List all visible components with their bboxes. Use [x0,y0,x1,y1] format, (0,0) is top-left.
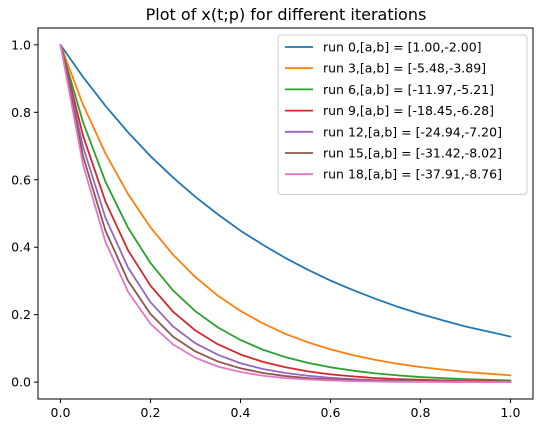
legend-label: run 3,[a,b] = [-5.48,-3.89] [323,61,486,76]
y-tick-label: 0.2 [11,307,31,322]
y-tick-label: 0.8 [11,105,31,120]
series-line-3 [59,43,512,383]
x-tick-label: 0.4 [231,405,251,420]
y-tick-label: 0.0 [11,375,31,390]
series-line-0 [59,43,512,338]
legend-label: run 12,[a,b] = [-24.94,-7.20] [323,124,502,139]
chart-title: Plot of x(t;p) for different iterations [146,5,427,24]
axis-ticks: 0.0 0.2 0.4 0.6 0.8 1.0 0.0 0.2 0.4 0.6 0.8 1.0 [11,37,520,420]
legend-label: run 15,[a,b] = [-31.42,-8.02] [323,146,502,161]
x-tick-label: 0.8 [411,405,431,420]
x-tick-label: 0.2 [141,405,161,420]
plot-series [59,43,512,383]
legend-label: run 0,[a,b] = [1.00,-2.00] [323,40,482,55]
x-tick-label: 1.0 [501,405,521,420]
x-tick-label: 0.6 [321,405,341,420]
legend: run 0,[a,b] = [1.00,-2.00] run 3,[a,b] = … [277,34,528,195]
series-line-6 [59,43,512,383]
x-tick-label: 0.0 [51,405,71,420]
legend-label: run 18,[a,b] = [-37.91,-8.76] [323,167,502,182]
series-line-2 [59,43,512,382]
legend-label: run 9,[a,b] = [-18.45,-6.28] [323,103,494,118]
legend-label: run 6,[a,b] = [-11.97,-5.21] [323,82,494,97]
y-tick-label: 0.6 [11,172,31,187]
y-tick-label: 0.4 [11,240,31,255]
legend-box [277,34,528,195]
series-line-1 [59,43,512,377]
plot-area-frame [37,27,534,400]
y-tick-label: 1.0 [11,37,31,52]
